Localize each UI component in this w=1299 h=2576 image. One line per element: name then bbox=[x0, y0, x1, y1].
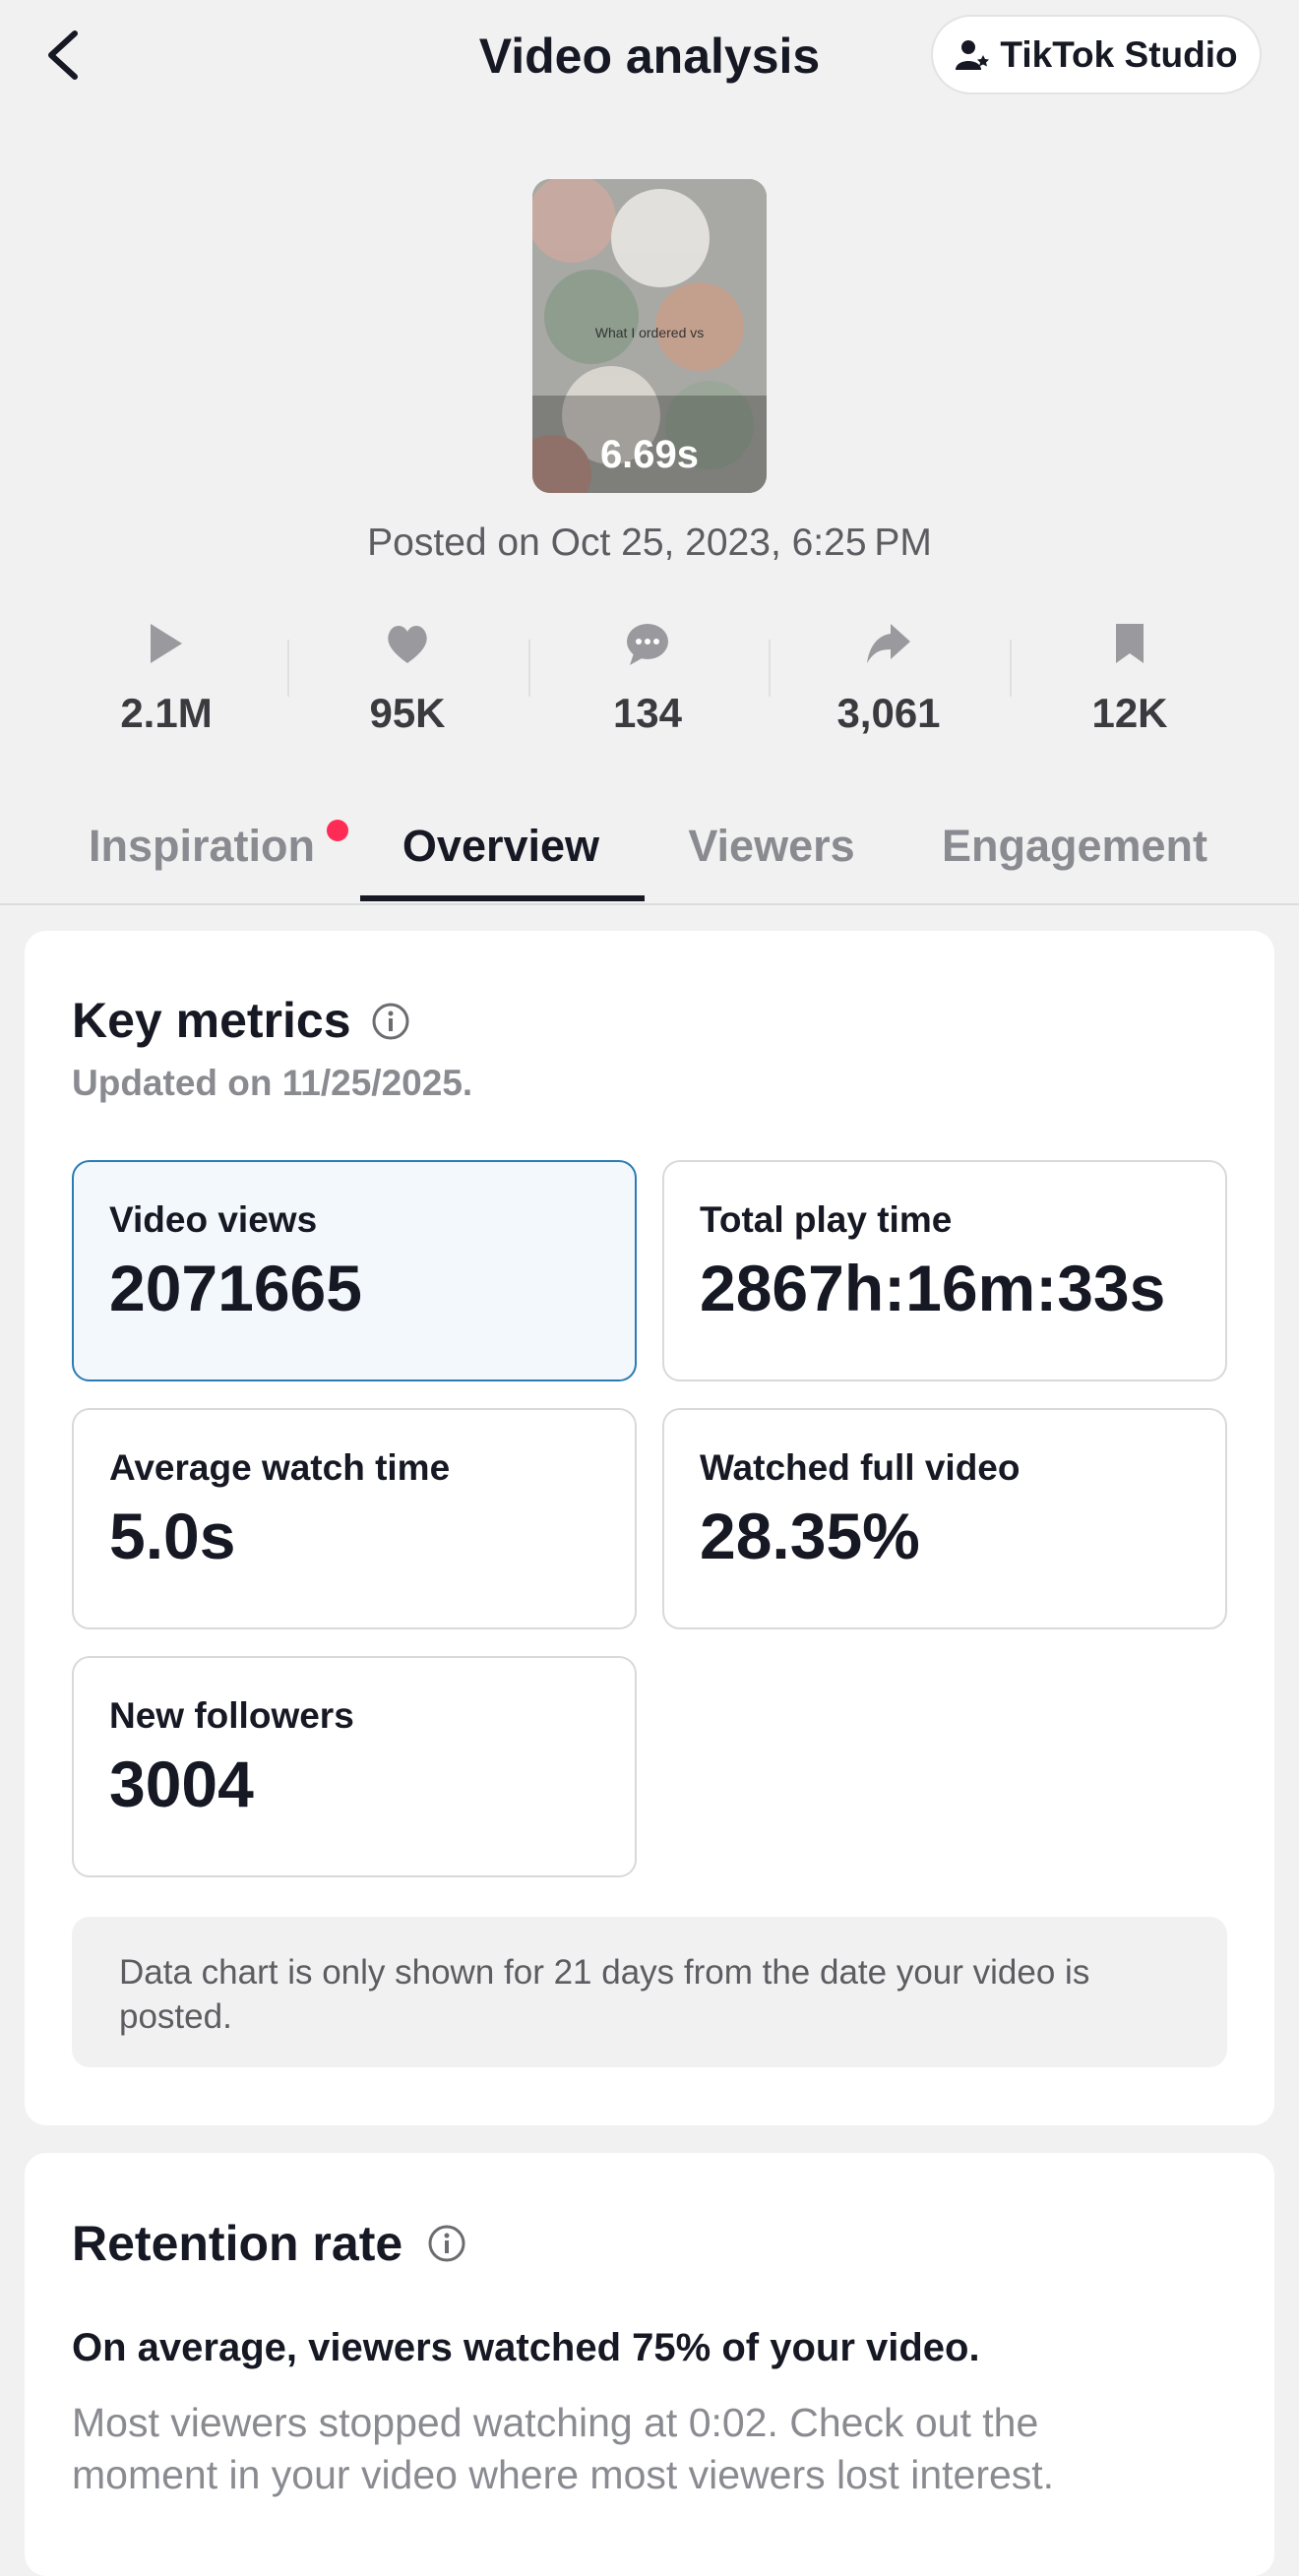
metric-card[interactable]: Watched full video 28.35% bbox=[662, 1408, 1227, 1629]
metric-label: Total play time bbox=[700, 1199, 953, 1240]
stat-value: 3,061 bbox=[836, 690, 941, 736]
info-icon[interactable] bbox=[371, 1002, 410, 1041]
info-icon[interactable] bbox=[427, 2224, 466, 2263]
divider bbox=[0, 903, 1299, 905]
separator bbox=[528, 640, 530, 697]
metric-card[interactable]: Video views 2071665 bbox=[72, 1160, 637, 1381]
metric-value: 28.35% bbox=[700, 1500, 920, 1572]
metric-value: 3004 bbox=[109, 1748, 254, 1820]
video-thumbnail[interactable]: What I ordered vs 6.69s bbox=[532, 179, 767, 493]
stat-icon bbox=[151, 624, 182, 663]
metric-label: New followers bbox=[109, 1695, 354, 1736]
thumbnail-art bbox=[532, 179, 767, 493]
tab[interactable]: Viewers bbox=[688, 821, 855, 871]
stat-value: 134 bbox=[612, 690, 683, 736]
stat-icon bbox=[867, 624, 910, 663]
metric-value: 2867h:16m:33s bbox=[700, 1252, 1166, 1324]
retention-card: Retention rate On average, viewers watch… bbox=[25, 2153, 1274, 2576]
stat-value: 2.1M bbox=[120, 690, 213, 736]
metric-label: Watched full video bbox=[700, 1447, 1021, 1488]
stat[interactable]: 3,061 bbox=[771, 620, 1007, 737]
metric-label: Average watch time bbox=[109, 1447, 451, 1488]
back-button[interactable] bbox=[39, 28, 91, 83]
duration: 6.69s bbox=[599, 433, 700, 476]
retention-detail: Most viewers stopped watching at 0:02. C… bbox=[72, 2400, 1055, 2497]
stat-icon bbox=[388, 626, 427, 663]
separator bbox=[1010, 640, 1012, 697]
tab[interactable]: Engagement bbox=[941, 821, 1208, 871]
metric-card[interactable]: New followers 3004 bbox=[72, 1656, 637, 1877]
notification-dot bbox=[327, 820, 348, 841]
metric-card[interactable]: Total play time 2867h:16m:33s bbox=[662, 1160, 1227, 1381]
tab[interactable]: Overview bbox=[402, 821, 600, 871]
section-title: Retention rate bbox=[72, 2216, 403, 2271]
studio-button[interactable]: TikTok Studio bbox=[931, 15, 1262, 94]
stat[interactable]: 95K bbox=[289, 620, 526, 737]
stat-icon bbox=[627, 624, 668, 665]
retention-summary: On average, viewers watched 75% of your … bbox=[72, 2326, 980, 2369]
separator bbox=[287, 640, 289, 697]
overlay-text: What I ordered vs bbox=[594, 325, 705, 340]
updated-date: Updated on 11/25/2025. bbox=[72, 1063, 473, 1103]
stat[interactable]: 12K bbox=[1012, 620, 1248, 737]
section-title: Key metrics bbox=[72, 993, 351, 1048]
metric-value: 5.0s bbox=[109, 1500, 236, 1572]
separator bbox=[769, 640, 771, 697]
tab[interactable]: Inspiration bbox=[88, 821, 316, 871]
studio-icon bbox=[956, 39, 990, 70]
posted-date: Posted on Oct 25, 2023, 6:25 PM bbox=[367, 521, 932, 564]
stat-value: 12K bbox=[1091, 690, 1168, 736]
page-title: Video analysis bbox=[478, 29, 821, 84]
stat[interactable]: 134 bbox=[529, 620, 766, 737]
note: Data chart is only shown for 21 days fro… bbox=[72, 1917, 1227, 2067]
stat-icon bbox=[1116, 624, 1144, 663]
tab-underline bbox=[360, 895, 645, 901]
metric-card[interactable]: Average watch time 5.0s bbox=[72, 1408, 637, 1629]
stat[interactable]: 2.1M bbox=[48, 620, 284, 737]
metric-value: 2071665 bbox=[109, 1252, 362, 1324]
key-metrics-card: Key metrics Updated on 11/25/2025. Video… bbox=[25, 931, 1274, 2125]
metric-label: Video views bbox=[109, 1199, 318, 1240]
studio-label: TikTok Studio bbox=[1000, 33, 1238, 75]
stat-value: 95K bbox=[369, 690, 446, 736]
